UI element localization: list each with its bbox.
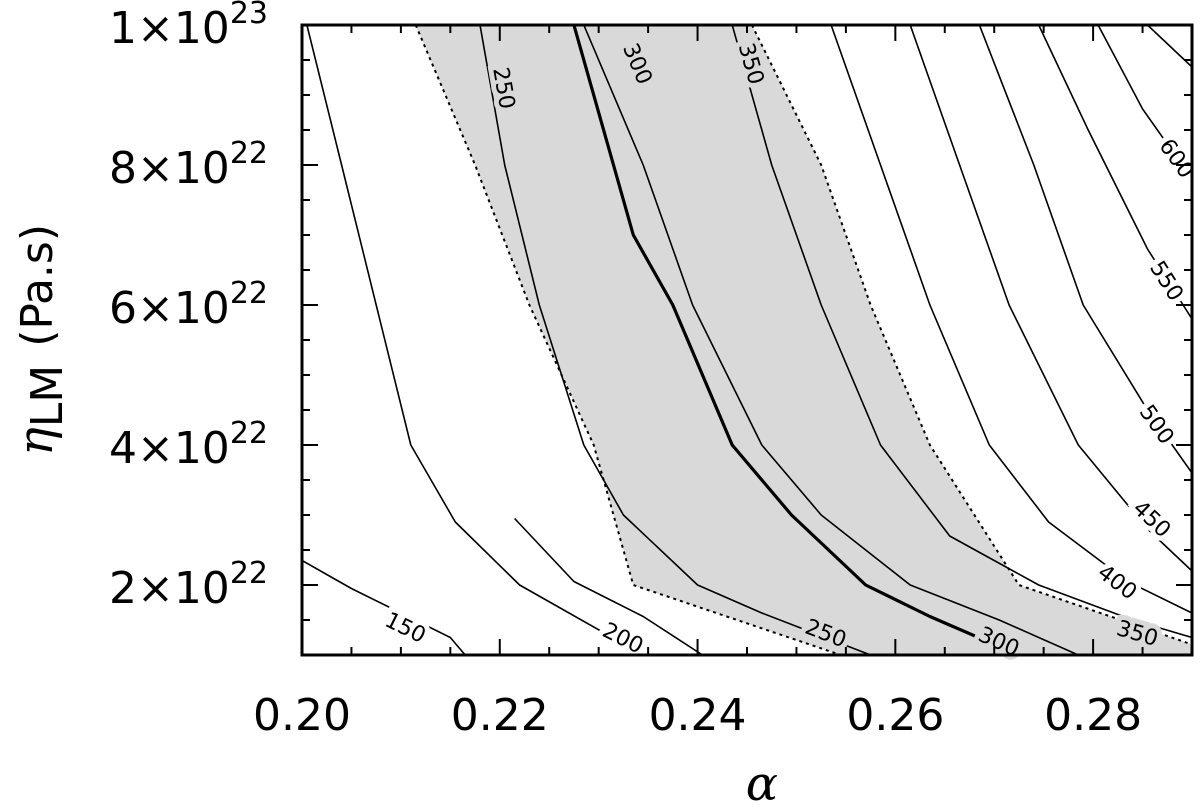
y-tick-mantissa: 8×10 xyxy=(109,143,230,194)
y-axis-title: ηLM (Pa.s) xyxy=(8,224,73,456)
y-axis-symbol: η xyxy=(8,427,64,456)
contour-line-500 xyxy=(978,25,1192,474)
svg-text:ηLM(Pa.s): ηLM (Pa.s) xyxy=(8,224,73,456)
contour-line-300 xyxy=(583,25,1079,655)
y-tick-exponent: 22 xyxy=(230,556,268,591)
y-axis-unit: (Pa.s) xyxy=(12,224,63,347)
y-tick-exponent: 22 xyxy=(230,416,268,451)
y-tick-label: 2×1022 xyxy=(109,556,268,614)
x-tick-label: 0.28 xyxy=(1044,690,1142,741)
y-tick-exponent: 22 xyxy=(230,276,268,311)
x-axis-ticks: 0.20 0.22 0.24 0.26 0.28 xyxy=(253,25,1144,741)
x-tick-label: 0.22 xyxy=(451,690,549,741)
contour-line-350 xyxy=(731,25,1192,639)
x-tick-label: 0.20 xyxy=(253,690,351,741)
contour-line-200 xyxy=(514,517,703,655)
y-tick-mantissa: 6×10 xyxy=(109,283,230,334)
y-tick-label: 4×1022 xyxy=(109,416,268,474)
contour-line-unlabeled-1 xyxy=(306,25,644,655)
contour-line-unlabeled-4 xyxy=(572,25,1020,655)
contour-line-550 xyxy=(1037,25,1192,320)
y-tick-mantissa: 2×10 xyxy=(109,563,230,614)
y-tick-label: 6×1022 xyxy=(109,276,268,334)
x-tick-label: 0.24 xyxy=(649,690,747,741)
y-tick-exponent: 22 xyxy=(230,136,268,171)
contour-line-600 xyxy=(1097,25,1192,180)
contour-line-450 xyxy=(909,25,1192,572)
y-tick-mantissa: 1×10 xyxy=(109,3,230,54)
contour-line-400 xyxy=(830,25,1192,614)
y-tick-mantissa: 4×10 xyxy=(109,423,230,474)
contour-layer xyxy=(302,25,1192,655)
shaded-band xyxy=(415,25,1192,655)
contour-line-250 xyxy=(479,25,871,655)
x-tick-label: 0.26 xyxy=(846,690,944,741)
x-axis-title: α xyxy=(746,756,778,810)
contour-line-150 xyxy=(302,559,466,655)
y-tick-exponent: 23 xyxy=(230,0,268,31)
y-axis-subscript: LM xyxy=(22,365,73,427)
y-tick-label: 8×1022 xyxy=(109,136,268,194)
band-right-edge xyxy=(751,25,1192,646)
y-tick-label: 1×1023 xyxy=(109,0,268,54)
